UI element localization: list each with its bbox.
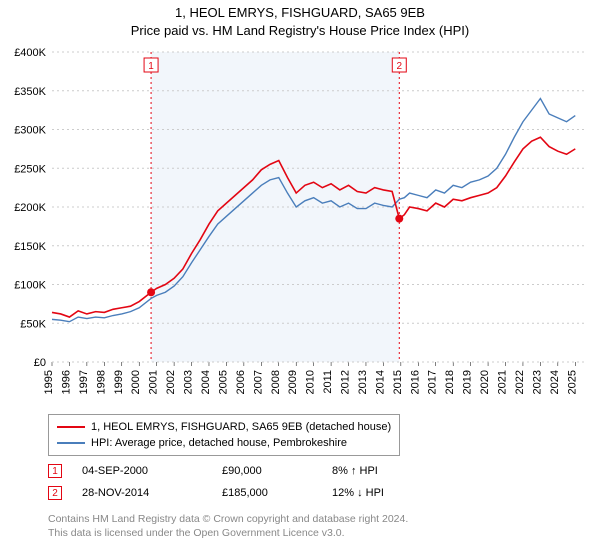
svg-text:2025: 2025: [566, 370, 578, 394]
legend-swatch: [57, 442, 85, 444]
svg-text:1997: 1997: [78, 370, 90, 394]
chart: £0 £50K £100K £150K £200K £250K £300K £350K £400…: [8, 46, 592, 406]
marker-badge: 1: [48, 464, 62, 478]
svg-text:£250K: £250K: [14, 163, 46, 175]
svg-text:2022: 2022: [514, 370, 526, 394]
svg-text:2: 2: [397, 61, 403, 72]
marker-row: 1 04-SEP-2000 £90,000 8% ↑ HPI: [48, 460, 452, 482]
svg-text:2004: 2004: [200, 370, 212, 394]
svg-text:1995: 1995: [43, 370, 55, 394]
title-block: 1, HEOL EMRYS, FISHGUARD, SA65 9EB Price…: [0, 0, 600, 40]
attribution-line: Contains HM Land Registry data © Crown c…: [48, 512, 408, 526]
legend-swatch: [57, 426, 85, 428]
svg-text:2018: 2018: [444, 370, 456, 394]
svg-text:£400K: £400K: [14, 47, 46, 59]
svg-text:£0: £0: [34, 357, 46, 369]
svg-text:2001: 2001: [148, 370, 160, 394]
svg-text:2003: 2003: [183, 370, 195, 394]
svg-text:£100K: £100K: [14, 280, 46, 292]
svg-text:£200K: £200K: [14, 202, 46, 214]
marker-date: 04-SEP-2000: [82, 465, 222, 477]
svg-text:2016: 2016: [409, 370, 421, 394]
svg-text:2019: 2019: [462, 370, 474, 394]
legend-item: 1, HEOL EMRYS, FISHGUARD, SA65 9EB (deta…: [57, 419, 391, 435]
svg-text:£350K: £350K: [14, 86, 46, 98]
marker-row: 2 28-NOV-2014 £185,000 12% ↓ HPI: [48, 482, 452, 504]
svg-text:2014: 2014: [374, 370, 386, 394]
chart-container: 1, HEOL EMRYS, FISHGUARD, SA65 9EB Price…: [0, 0, 600, 560]
chart-svg: £0 £50K £100K £150K £200K £250K £300K £350K £400…: [8, 46, 592, 406]
svg-text:2017: 2017: [427, 370, 439, 394]
title-subtitle: Price paid vs. HM Land Registry's House …: [0, 22, 600, 40]
marker-date: 28-NOV-2014: [82, 487, 222, 499]
svg-text:2008: 2008: [270, 370, 282, 394]
svg-text:£150K: £150K: [14, 241, 46, 253]
marker-price: £185,000: [222, 487, 332, 499]
legend-label: 1, HEOL EMRYS, FISHGUARD, SA65 9EB (deta…: [91, 421, 391, 433]
svg-text:2007: 2007: [252, 370, 264, 394]
marker-table: 1 04-SEP-2000 £90,000 8% ↑ HPI 2 28-NOV-…: [48, 460, 452, 504]
title-address: 1, HEOL EMRYS, FISHGUARD, SA65 9EB: [0, 4, 600, 22]
svg-text:2015: 2015: [392, 370, 404, 394]
svg-text:2012: 2012: [340, 370, 352, 394]
legend-item: HPI: Average price, detached house, Pemb…: [57, 435, 391, 451]
marker-delta: 12% ↓ HPI: [332, 487, 452, 499]
svg-text:2000: 2000: [130, 370, 142, 394]
svg-text:£50K: £50K: [20, 318, 46, 330]
svg-text:2005: 2005: [217, 370, 229, 394]
svg-text:1998: 1998: [95, 370, 107, 394]
marker-price: £90,000: [222, 465, 332, 477]
svg-text:1996: 1996: [60, 370, 72, 394]
marker-badge: 2: [48, 486, 62, 500]
legend: 1, HEOL EMRYS, FISHGUARD, SA65 9EB (deta…: [48, 414, 400, 456]
svg-text:1: 1: [148, 61, 154, 72]
svg-text:2023: 2023: [531, 370, 543, 394]
attribution: Contains HM Land Registry data © Crown c…: [48, 512, 408, 540]
attribution-line: This data is licensed under the Open Gov…: [48, 526, 408, 540]
svg-text:1999: 1999: [113, 370, 125, 394]
legend-label: HPI: Average price, detached house, Pemb…: [91, 437, 347, 449]
svg-text:2006: 2006: [235, 370, 247, 394]
svg-text:£300K: £300K: [14, 125, 46, 137]
svg-text:2024: 2024: [549, 370, 561, 394]
svg-text:2021: 2021: [497, 370, 509, 394]
svg-text:2010: 2010: [305, 370, 317, 394]
svg-text:2011: 2011: [322, 370, 334, 394]
svg-text:2002: 2002: [165, 370, 177, 394]
svg-text:2013: 2013: [357, 370, 369, 394]
svg-text:2020: 2020: [479, 370, 491, 394]
svg-text:2009: 2009: [287, 370, 299, 394]
marker-delta: 8% ↑ HPI: [332, 465, 452, 477]
